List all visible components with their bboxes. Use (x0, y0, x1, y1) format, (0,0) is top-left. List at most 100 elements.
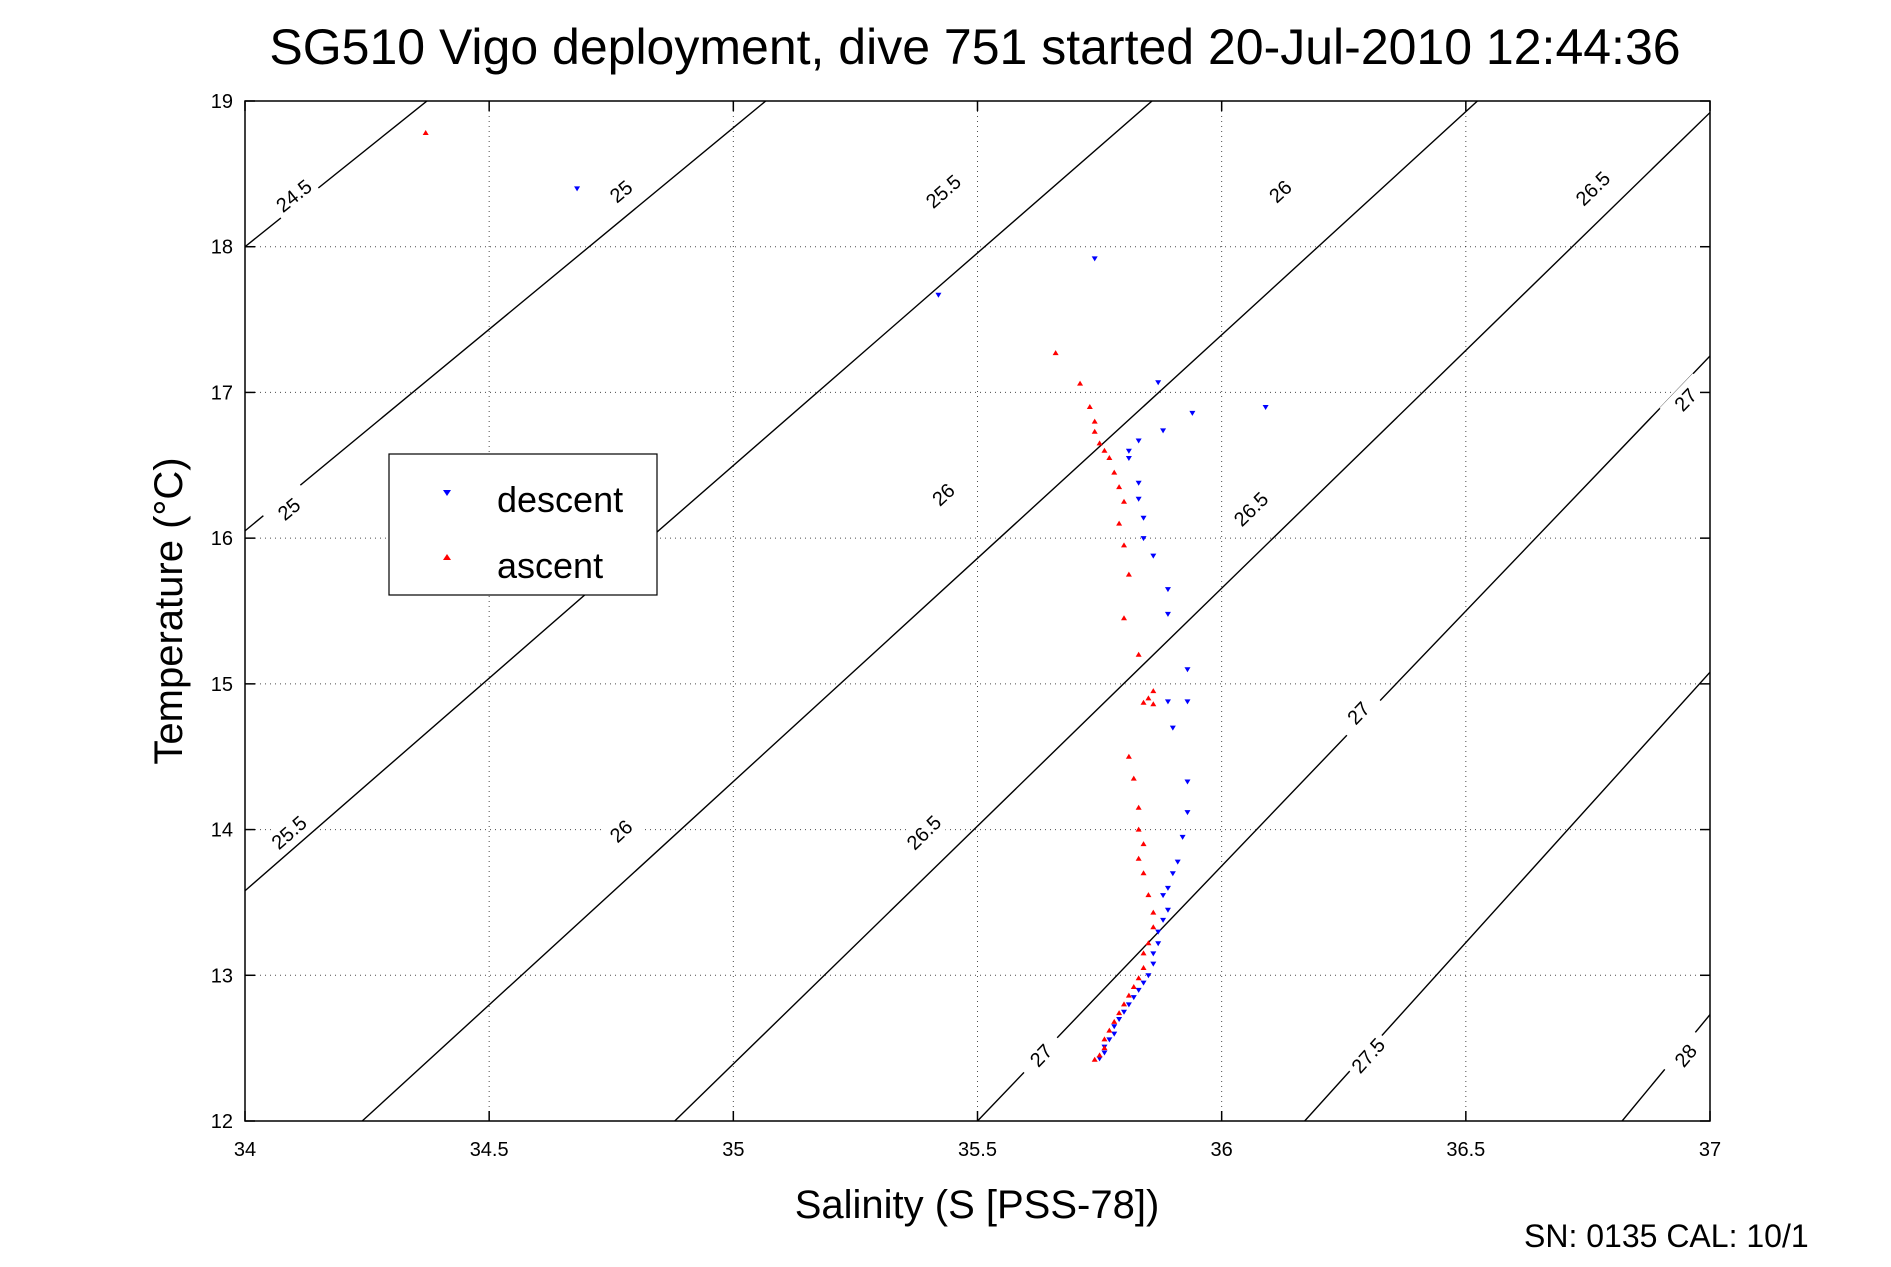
descent-point (1111, 1024, 1118, 1030)
ascent-point (1135, 855, 1142, 861)
legend-marker-ascent (443, 554, 451, 560)
ascent-point (1125, 571, 1132, 577)
descent-point (574, 186, 581, 192)
legend: descent ascent (388, 453, 658, 596)
ascent-point (1101, 1045, 1108, 1051)
data-points (422, 130, 1269, 1062)
descent-point (1189, 410, 1196, 416)
grid-lines (245, 101, 1710, 1121)
descent-point (1121, 1009, 1127, 1015)
legend-marker-descent (443, 490, 451, 496)
descent-point (1135, 496, 1142, 502)
descent-point (1140, 980, 1147, 986)
ascent-point (1130, 983, 1137, 989)
chart-title: SG510 Vigo deployment, dive 751 started … (269, 19, 1680, 75)
contour-label-gap (1253, 165, 1307, 218)
ascent-point (1106, 1027, 1113, 1033)
ascent-point (1140, 870, 1147, 876)
descent-point (1150, 553, 1157, 559)
ascent-point (1096, 440, 1103, 446)
ascent-point (1130, 775, 1137, 781)
x-axis-title: Salinity (S [PSS-78]) (795, 1183, 1160, 1227)
descent-point (1101, 1050, 1108, 1056)
ascent-point (1091, 418, 1098, 424)
ascent-point (1086, 404, 1093, 409)
contour-label-gap (262, 806, 316, 859)
density-contour-27-5: 27.5 (1304, 671, 1710, 1121)
descent-point (1125, 1002, 1132, 1008)
density-contour-25-5: 25.525.5 (245, 101, 1154, 892)
descent-point (1135, 480, 1142, 486)
density-contour-line (361, 101, 1479, 1121)
descent-point (1164, 611, 1171, 617)
legend-label-ascent: ascent (497, 545, 603, 586)
x-tick-label: 35 (722, 1139, 744, 1161)
legend-label-descent: descent (497, 479, 623, 520)
ascent-point (1111, 469, 1118, 475)
contour-label-gap (897, 806, 951, 859)
descent-point (1160, 917, 1167, 923)
descent-point (1150, 961, 1157, 967)
density-contour-line (976, 355, 1710, 1121)
series-descent (574, 186, 1269, 1062)
ascent-point (1150, 909, 1157, 915)
descent-point (1164, 699, 1171, 705)
y-tick-label: 18 (211, 237, 233, 259)
y-tick-label: 14 (211, 820, 233, 842)
y-tick-label: 19 (211, 91, 233, 113)
descent-point (1140, 515, 1147, 521)
descent-point (1164, 907, 1171, 913)
series-ascent (422, 130, 1157, 1062)
ascent-point (1106, 455, 1113, 460)
descent-point (1184, 667, 1191, 673)
y-axis-title: Temperature (°C) (147, 457, 191, 764)
contour-label-gap (1224, 482, 1278, 536)
ascent-point (1145, 695, 1152, 701)
descent-point (1155, 380, 1162, 386)
descent-point (1116, 1017, 1123, 1022)
ascent-point (1111, 1018, 1118, 1024)
ascent-point (1116, 520, 1123, 526)
descent-point (1155, 941, 1162, 947)
ascent-point (1125, 753, 1132, 759)
descent-point (1125, 448, 1132, 454)
contour-label-gap (1566, 162, 1620, 215)
ascent-point (422, 130, 429, 136)
y-tick-label: 13 (211, 965, 233, 987)
y-tick-label: 17 (211, 382, 233, 404)
contour-label-gap (594, 166, 648, 217)
axis-ticks: 34 34.5 35 35.5 36 36.5 37 12 13 14 15 16 17 18 19 (211, 91, 1721, 1161)
descent-point (1155, 929, 1162, 935)
ascent-point (1091, 1056, 1098, 1062)
y-tick-label: 15 (211, 674, 233, 696)
ascent-point (1125, 992, 1132, 998)
descent-point (1160, 428, 1167, 434)
ascent-point (1121, 1001, 1127, 1007)
ascent-point (1121, 615, 1127, 621)
contour-label-gap (1659, 373, 1712, 427)
legend-box (388, 453, 658, 596)
x-tick-label: 36 (1211, 1139, 1233, 1161)
contour-label-gap (916, 165, 970, 217)
ascent-point (1135, 651, 1142, 657)
ascent-point (1145, 940, 1152, 946)
x-tick-label: 36.5 (1446, 1139, 1485, 1161)
x-tick-label: 35.5 (958, 1139, 997, 1161)
descent-point (1164, 587, 1171, 593)
y-tick-label: 12 (211, 1111, 233, 1133)
density-contour-line (245, 101, 767, 532)
density-contour-28: 28 (1621, 1014, 1711, 1121)
ascent-point (1116, 1010, 1123, 1016)
descent-point (1130, 995, 1137, 1001)
ascent-point (1150, 924, 1157, 930)
contour-label-gap (916, 468, 970, 521)
ascent-point (1101, 1036, 1108, 1042)
descent-point (1169, 871, 1176, 877)
ascent-point (1096, 1052, 1103, 1058)
contour-label-gap (1342, 1028, 1394, 1082)
descent-point (1174, 859, 1181, 865)
descent-point (1169, 725, 1176, 731)
descent-point (1125, 456, 1132, 461)
